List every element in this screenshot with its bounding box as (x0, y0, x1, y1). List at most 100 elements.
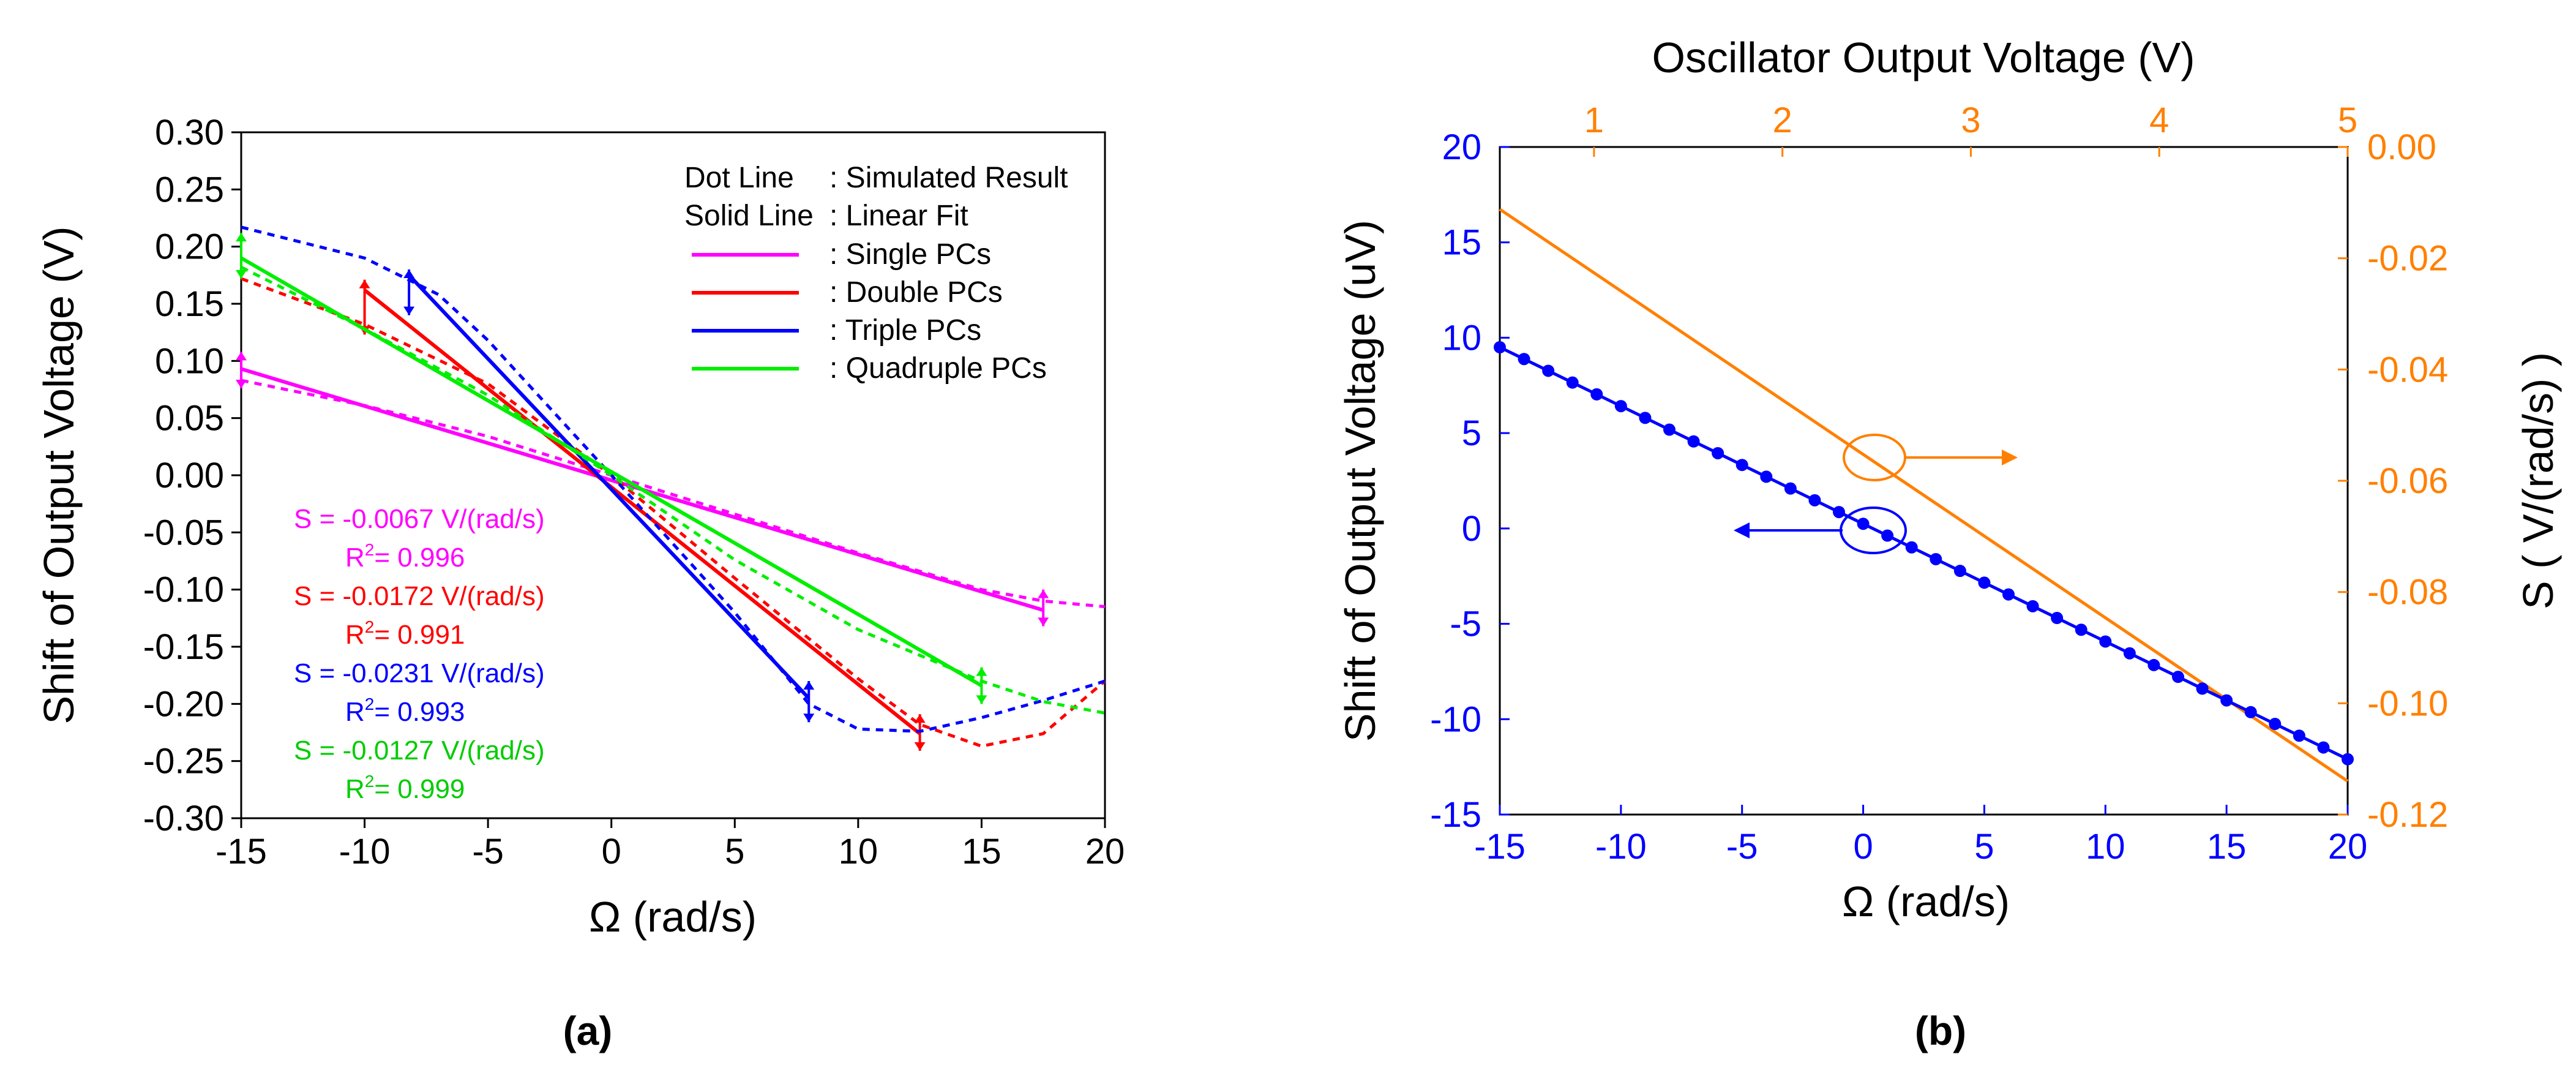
shift-data-point (1953, 565, 1966, 578)
shift-data-point (1857, 518, 1870, 530)
error-bar-arrowhead-single-pcs (1038, 589, 1049, 598)
shift-data-point (1639, 412, 1652, 424)
x-tick-label: -15 (1474, 827, 1526, 867)
shift-data-point (1808, 494, 1821, 506)
panel-a-caption: (a) (563, 1008, 613, 1053)
right-y-tick-label: -0.08 (2367, 573, 2448, 612)
panel-a-series (236, 225, 1106, 751)
shift-data-point (2293, 729, 2305, 742)
x-tick-label: 20 (2328, 827, 2368, 867)
shift-data-point (1712, 446, 1724, 459)
shift-data-point (2123, 647, 2136, 660)
right-y-tick-label: -0.10 (2367, 683, 2448, 723)
shift-line (1499, 345, 2349, 761)
simulated-line-double-pcs (241, 277, 1106, 748)
y-tick-label: -0.15 (143, 627, 224, 667)
annotation-double-slope: S = -0.0172 V/(rad/s) (294, 581, 545, 611)
shift-data-point (1784, 482, 1797, 495)
fit-line-triple-pcs (407, 274, 811, 700)
orange-arrowhead-icon (2002, 450, 2018, 465)
shift-data-point (1833, 506, 1845, 519)
error-bar-arrowhead-triple-pcs (403, 306, 415, 315)
shift-data-point (1542, 364, 1555, 377)
shift-data-point (1905, 541, 1918, 554)
blue-arrowhead-icon (1734, 522, 1750, 538)
error-bar-arrowhead-single-pcs (236, 352, 247, 361)
y-tick-label: -5 (1450, 604, 1481, 644)
panel-a: -15 -10 -5 0 5 10 15 20 0.30 0.25 0.20 0.15 0.10 0.05… (35, 113, 1125, 1053)
error-bar-arrowhead-quadruple-pcs (976, 667, 987, 676)
shift-data-point (2244, 706, 2257, 718)
x-tick-label: -5 (1726, 827, 1758, 867)
panel-b-y-axis-label: Shift of Output Voltage (uV) (1336, 220, 1384, 742)
error-bar-arrowhead-double-pcs (914, 714, 926, 723)
legend-solid-line-desc: : Linear Fit (829, 200, 968, 232)
panel-b-caption: (b) (1915, 1008, 1966, 1053)
shift-data-point (1614, 400, 1627, 413)
x-tick-label: 10 (839, 832, 878, 872)
shift-data-point (2317, 741, 2330, 754)
y-tick-label: -10 (1430, 699, 1481, 739)
shift-data-point (1687, 435, 1700, 448)
x-tick-label: -10 (339, 832, 391, 872)
legend-solid-line-key: Solid Line (684, 200, 814, 232)
right-y-tick-label: -0.02 (2367, 239, 2448, 279)
shift-data-point (2269, 718, 2282, 731)
fit-line-double-pcs (363, 288, 921, 736)
error-bar-arrowhead-single-pcs (1038, 617, 1049, 627)
y-tick-label: 5 (1462, 413, 1481, 453)
annotation-single-r2: R2= 0.996 (345, 540, 465, 573)
y-tick-label: 0.15 (155, 284, 224, 324)
top-x-tick-label: 2 (1773, 100, 1792, 140)
x-tick-label: 5 (725, 832, 744, 872)
x-tick-label: 10 (2086, 827, 2125, 867)
panel-a-x-axis-label: Ω (rad/s) (589, 893, 757, 941)
x-tick-label: 20 (1085, 832, 1125, 872)
y-tick-label: 0.25 (155, 170, 224, 209)
shift-data-point (2075, 623, 2087, 636)
annotation-single-slope: S = -0.0067 V/(rad/s) (294, 504, 545, 534)
y-tick-label: 0.05 (155, 399, 224, 439)
shift-data-point (2342, 753, 2354, 766)
annotation-triple-r2: R2= 0.993 (345, 695, 465, 727)
y-tick-label: 0 (1462, 509, 1481, 549)
x-tick-label: -5 (472, 832, 504, 872)
legend-dot-line-desc: : Simulated Result (829, 162, 1068, 194)
panel-b-top-x-axis-label: Oscillator Output Voltage (V) (1652, 34, 2195, 81)
shift-data-point (2026, 600, 2039, 612)
shift-data-point (1978, 576, 1991, 589)
error-bar-arrowhead-triple-pcs (803, 713, 815, 723)
shift-data-point (2002, 588, 2015, 601)
error-bar-arrowhead-triple-pcs (403, 269, 415, 278)
shift-data-point (1735, 459, 1748, 472)
legend-quadruple-label: : Quadruple PCs (829, 352, 1047, 385)
y-tick-label: -15 (1430, 795, 1481, 835)
shift-data-point (1760, 470, 1773, 483)
x-tick-label: -15 (215, 832, 267, 872)
x-tick-label: 0 (1853, 827, 1873, 867)
x-tick-label: -10 (1595, 827, 1647, 867)
y-tick-label: -0.10 (143, 570, 224, 610)
panel-b-x-axis-label: Ω (rad/s) (1842, 878, 2010, 925)
shift-data-point (2220, 694, 2233, 707)
y-tick-label: -0.05 (143, 513, 224, 552)
x-tick-label: 15 (962, 832, 1002, 872)
top-x-tick-label: 1 (1584, 100, 1604, 140)
legend-double-label: : Double PCs (829, 276, 1003, 309)
error-bar-arrowhead-quadruple-pcs (236, 269, 247, 279)
shift-data-point (2172, 671, 2184, 683)
shift-data-point (1566, 376, 1579, 389)
x-tick-label: 0 (602, 832, 621, 872)
y-tick-label: 0.10 (155, 341, 224, 381)
legend-dot-line-key: Dot Line (684, 162, 794, 194)
x-tick-label: 15 (2207, 827, 2247, 867)
error-bar-arrowhead-double-pcs (914, 742, 926, 751)
shift-data-point (2196, 682, 2209, 695)
shift-data-point (1881, 529, 1894, 542)
error-bar-arrowhead-quadruple-pcs (976, 695, 987, 704)
legend-triple-label: : Triple PCs (829, 314, 981, 347)
shift-data-point (1930, 552, 1942, 565)
y-tick-label: 0.30 (155, 113, 224, 152)
